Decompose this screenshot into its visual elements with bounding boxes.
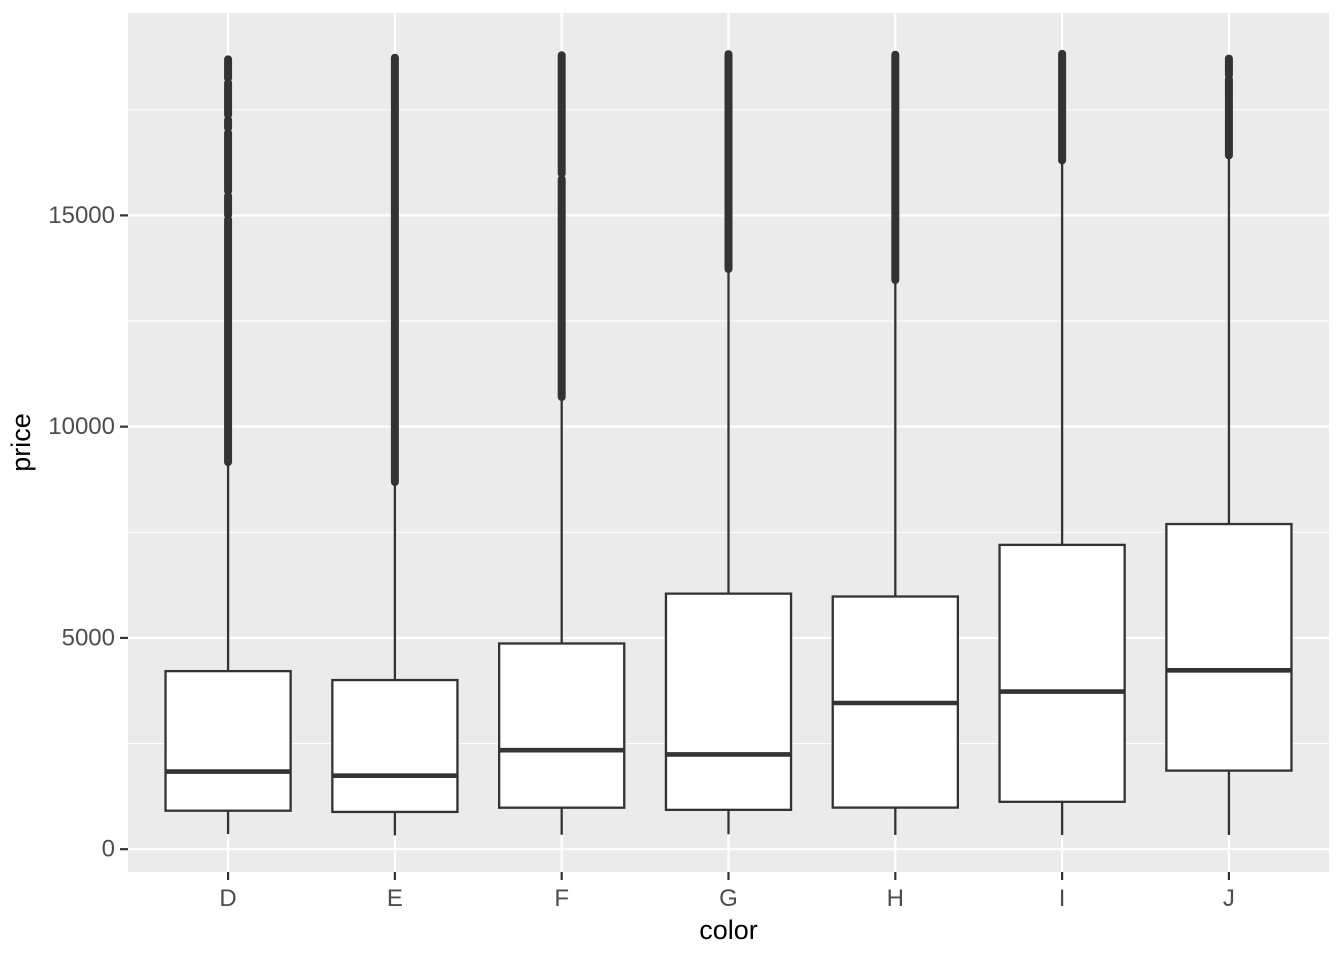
boxplot-I bbox=[998, 49, 1126, 836]
boxplot-E bbox=[331, 53, 459, 836]
iqr-box bbox=[497, 642, 626, 809]
boxplot-G bbox=[664, 50, 793, 835]
x-axis-title: color bbox=[699, 915, 758, 945]
y-tick-label: 5000 bbox=[62, 624, 115, 651]
x-tick-label: E bbox=[387, 885, 403, 912]
iqr-box bbox=[998, 543, 1126, 803]
x-tick-label: D bbox=[219, 885, 236, 912]
x-tick-label: J bbox=[1223, 885, 1235, 912]
x-tick-label: I bbox=[1059, 885, 1066, 912]
boxplot-D bbox=[164, 55, 292, 835]
iqr-box bbox=[664, 592, 793, 811]
boxplot-H bbox=[831, 50, 960, 835]
boxplot-J bbox=[1165, 54, 1293, 836]
boxplot-F bbox=[497, 51, 626, 835]
iqr-box bbox=[1165, 522, 1293, 772]
x-tick-label: F bbox=[554, 885, 569, 912]
x-tick-label: G bbox=[719, 885, 738, 912]
iqr-box bbox=[164, 669, 292, 812]
y-tick-label: 15000 bbox=[48, 202, 115, 229]
y-axis-title: price bbox=[6, 413, 36, 472]
x-tick-label: H bbox=[887, 885, 904, 912]
iqr-box bbox=[331, 678, 459, 814]
plot-area: 0 5000 10000 15000 D E F G H I J bbox=[48, 13, 1329, 912]
axis-ticks: 0 5000 10000 15000 D E F G H I J bbox=[48, 202, 1235, 912]
y-tick-label: 10000 bbox=[48, 413, 115, 440]
y-tick-label: 0 bbox=[102, 836, 115, 863]
